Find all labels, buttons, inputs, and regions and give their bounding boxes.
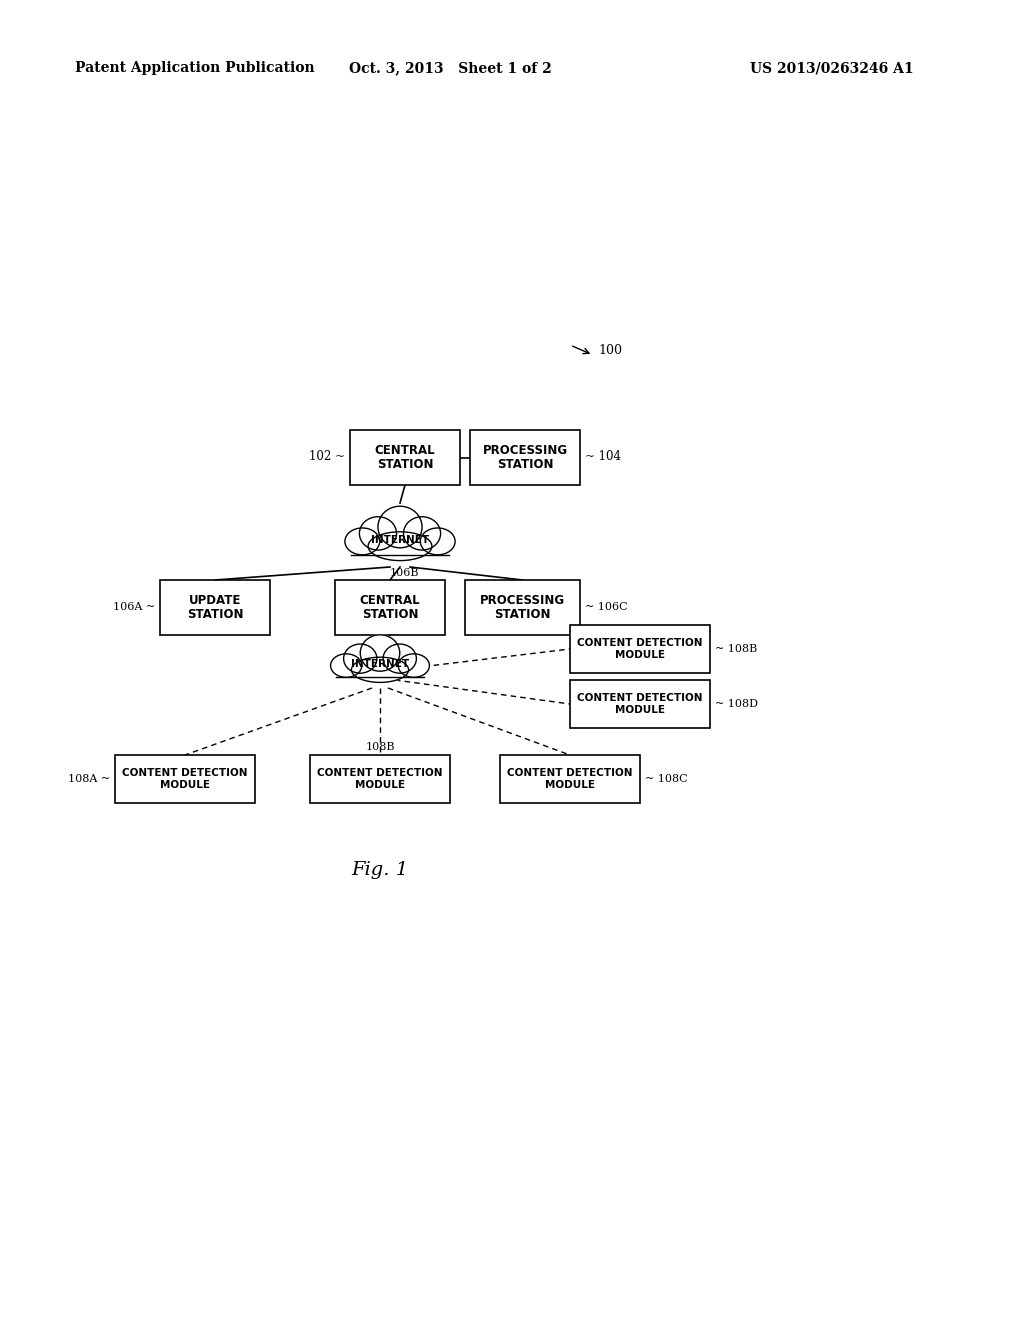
Bar xyxy=(350,430,460,484)
Bar xyxy=(333,663,427,680)
Bar xyxy=(570,624,710,673)
Text: CONTENT DETECTION
MODULE: CONTENT DETECTION MODULE xyxy=(507,768,633,789)
Ellipse shape xyxy=(360,635,399,671)
Bar xyxy=(470,430,580,484)
Text: 108A ~: 108A ~ xyxy=(68,774,110,784)
Text: US 2013/0263246 A1: US 2013/0263246 A1 xyxy=(750,61,913,75)
Text: 102 ~: 102 ~ xyxy=(309,450,345,463)
Text: Patent Application Publication: Patent Application Publication xyxy=(75,61,314,75)
Bar xyxy=(335,579,445,635)
Bar xyxy=(500,755,640,803)
Text: ~ 108B: ~ 108B xyxy=(715,644,758,653)
Text: CONTENT DETECTION
MODULE: CONTENT DETECTION MODULE xyxy=(317,768,442,789)
Text: 100: 100 xyxy=(598,343,622,356)
Ellipse shape xyxy=(345,528,380,554)
Ellipse shape xyxy=(331,653,361,677)
Bar xyxy=(115,755,255,803)
Text: CENTRAL
STATION: CENTRAL STATION xyxy=(359,594,420,622)
Ellipse shape xyxy=(351,657,409,682)
Text: CENTRAL
STATION: CENTRAL STATION xyxy=(375,444,435,471)
Bar xyxy=(465,579,580,635)
Text: Fig. 1: Fig. 1 xyxy=(351,861,409,879)
Bar xyxy=(160,579,270,635)
Text: CONTENT DETECTION
MODULE: CONTENT DETECTION MODULE xyxy=(578,693,702,715)
Text: Oct. 3, 2013   Sheet 1 of 2: Oct. 3, 2013 Sheet 1 of 2 xyxy=(348,61,551,75)
Ellipse shape xyxy=(398,653,429,677)
Text: CONTENT DETECTION
MODULE: CONTENT DETECTION MODULE xyxy=(578,638,702,660)
Ellipse shape xyxy=(368,532,432,561)
Ellipse shape xyxy=(403,516,440,550)
Ellipse shape xyxy=(344,644,377,673)
Ellipse shape xyxy=(378,506,422,548)
Text: ~ 108D: ~ 108D xyxy=(715,700,758,709)
Text: ~ 106C: ~ 106C xyxy=(585,602,628,612)
Text: PROCESSING
STATION: PROCESSING STATION xyxy=(482,444,567,471)
Text: ~ 104: ~ 104 xyxy=(585,450,621,463)
Text: INTERNET: INTERNET xyxy=(351,659,409,669)
Text: INTERNET: INTERNET xyxy=(371,535,429,545)
Ellipse shape xyxy=(420,528,455,554)
Text: 106A ~: 106A ~ xyxy=(113,602,155,612)
Text: CONTENT DETECTION
MODULE: CONTENT DETECTION MODULE xyxy=(122,768,248,789)
Bar xyxy=(570,680,710,729)
Ellipse shape xyxy=(359,516,396,550)
Text: 106B: 106B xyxy=(390,568,420,578)
Bar xyxy=(310,755,450,803)
Text: PROCESSING
STATION: PROCESSING STATION xyxy=(480,594,565,622)
Bar xyxy=(348,539,453,557)
Text: UPDATE
STATION: UPDATE STATION xyxy=(186,594,244,622)
Ellipse shape xyxy=(383,644,417,673)
Text: ~ 108C: ~ 108C xyxy=(645,774,688,784)
Text: 108B: 108B xyxy=(366,742,394,752)
